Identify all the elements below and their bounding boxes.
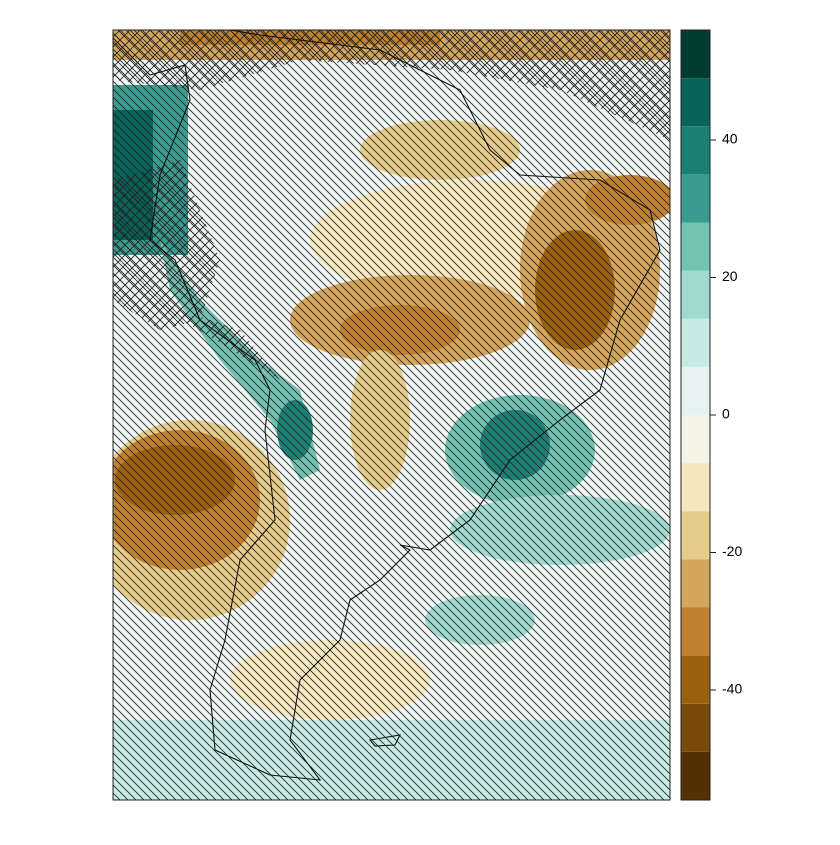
colorbar-bin [681,511,710,560]
colorbar-tick-label: 40 [722,131,738,147]
colorbar-bin [681,30,710,79]
colorbar-bin [681,703,710,752]
colorbar-bin [681,126,710,175]
colorbar-bin [681,415,710,464]
colorbar-bin [681,366,710,415]
colorbar-tick-label: -20 [722,543,742,559]
colorbar-bin [681,270,710,319]
map-frame [112,29,671,801]
colorbar-tick-label: 0 [722,406,730,422]
colorbar-bin [681,559,710,608]
colorbar: -40 -20 0 20 40 [680,29,742,801]
colorbar-bin [681,174,710,223]
colorbar-bin [681,222,710,271]
colorbar-bin [681,751,710,800]
map-field [113,30,670,800]
colorbar-tick-label: -40 [722,681,742,697]
colorbar-bin [681,655,710,704]
colorbar-bin [681,463,710,512]
colorbar-bin [681,318,710,367]
colorbar-bin [681,607,710,656]
colorbar-tick-label: 20 [722,268,738,284]
colorbar-bin [681,78,710,127]
